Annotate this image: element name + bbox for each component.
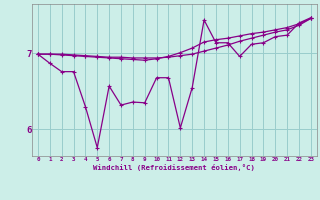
X-axis label: Windchill (Refroidissement éolien,°C): Windchill (Refroidissement éolien,°C) bbox=[93, 164, 255, 171]
